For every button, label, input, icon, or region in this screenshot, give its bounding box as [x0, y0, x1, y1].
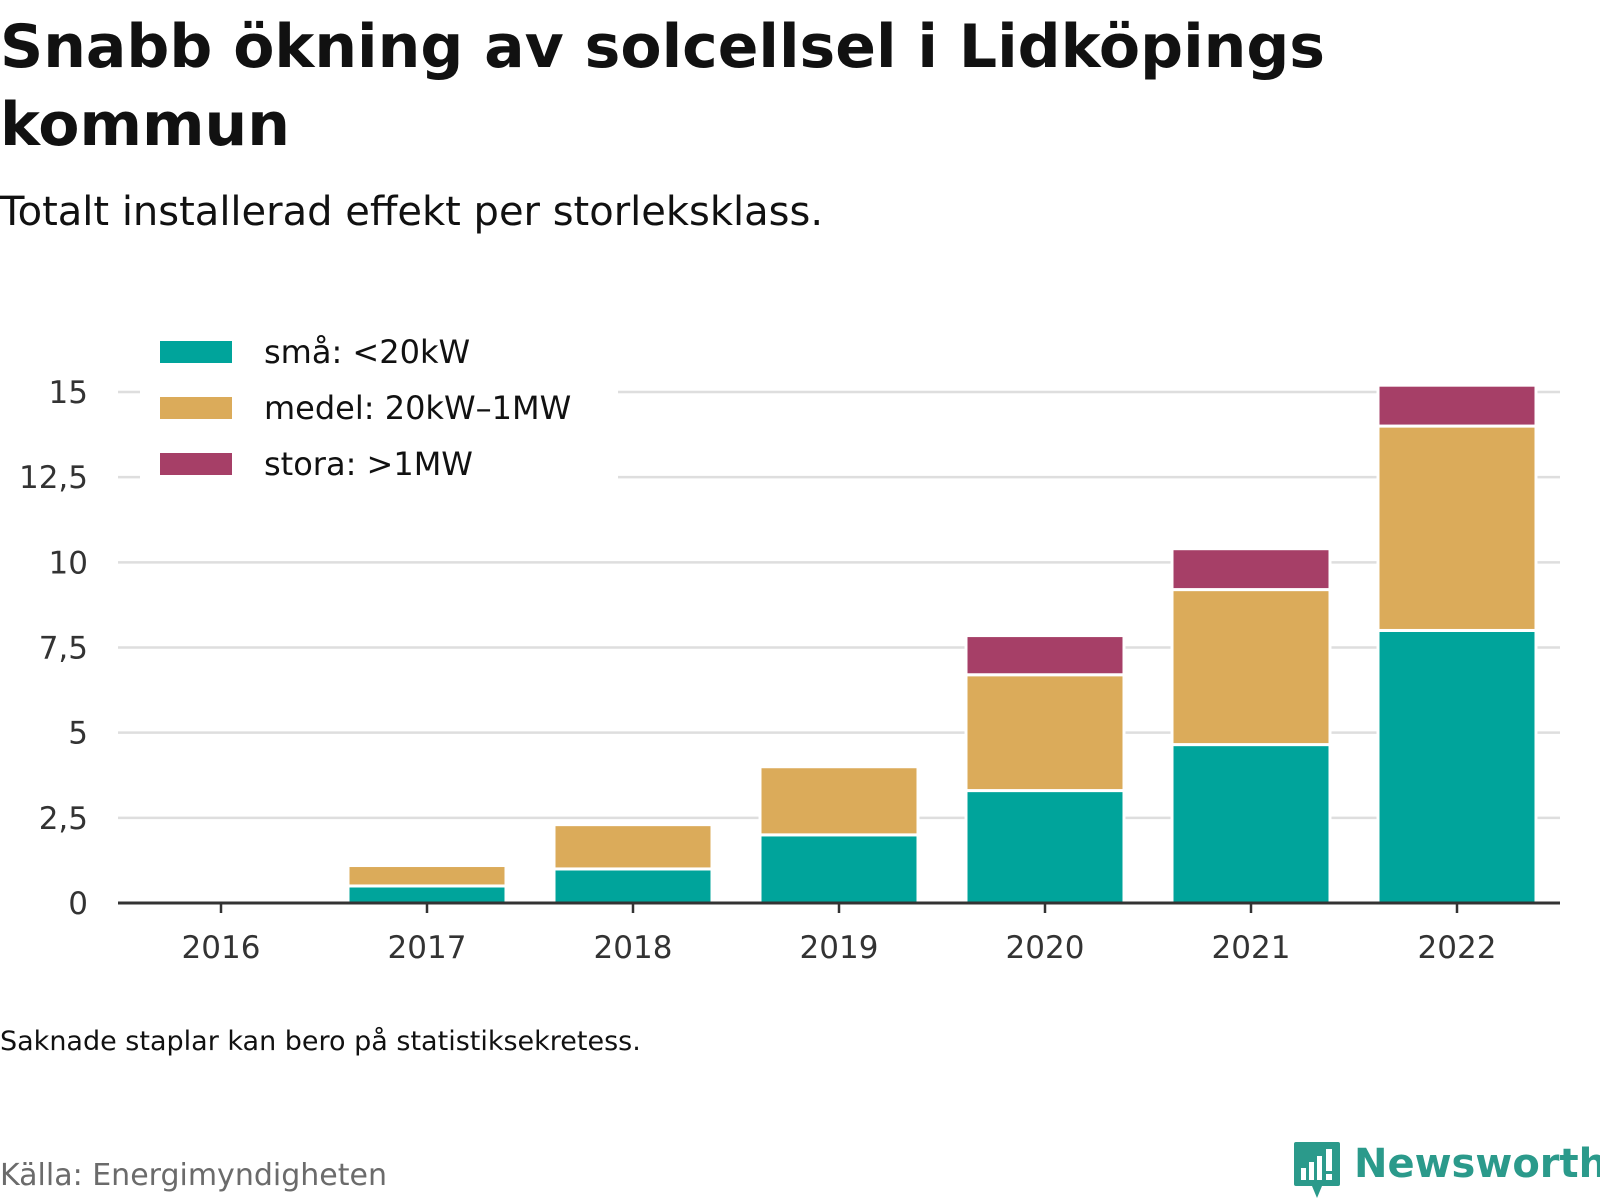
- y-tick-label: 0: [68, 886, 88, 922]
- y-tick-label: 10: [49, 545, 88, 581]
- legend-swatch: [160, 453, 232, 475]
- chart-subtitle: Totalt installerad effekt per storlekskl…: [0, 189, 824, 235]
- legend-swatch: [160, 341, 232, 363]
- footnote: Saknade staplar kan bero på statistiksek…: [0, 1026, 641, 1057]
- y-tick-label: 15: [49, 375, 88, 411]
- bar-segment: [1170, 588, 1332, 747]
- bar-segment: [346, 864, 508, 888]
- legend-swatch: [160, 397, 232, 419]
- chart-title: Snabb ökning av solcellsel i Lidköpings …: [0, 12, 1326, 160]
- brand: Newsworthy: [1292, 1140, 1600, 1200]
- bar-segment: [552, 823, 714, 871]
- source-label: Källa: Energimyndigheten: [0, 1158, 387, 1193]
- y-axis: 0 2,5 5 7,5 10 12,5 15: [19, 375, 88, 922]
- bar-segment: [1170, 547, 1332, 592]
- bar-segment: [758, 833, 920, 905]
- bar-segment: [1376, 628, 1538, 905]
- x-axis: 2016 2017 2018 2019 2020 2021 2022: [118, 901, 1560, 966]
- bar-segment: [964, 789, 1126, 905]
- bar-segment: [552, 867, 714, 905]
- bar-segment: [1376, 383, 1538, 428]
- x-tick-label: 2019: [800, 930, 879, 966]
- bar-segment: [1376, 424, 1538, 632]
- y-tick-label: 12,5: [19, 460, 88, 496]
- bar-segment: [964, 673, 1126, 793]
- bar-segment: [758, 765, 920, 837]
- stacked-bar-chart: 0 2,5 5 7,5 10 12,5 15 2016 2017 2018 2019 2020 202…: [19, 330, 1560, 966]
- x-tick-label: 2020: [1006, 930, 1085, 966]
- x-tick-label: 2022: [1418, 930, 1497, 966]
- legend-label: medel: 20kW–1MW: [264, 389, 571, 427]
- x-tick-label: 2021: [1212, 930, 1291, 966]
- y-tick-label: 2,5: [39, 801, 88, 837]
- legend: små: <20kW medel: 20kW–1MW stora: >1MW: [140, 330, 618, 505]
- x-tick-label: 2018: [594, 930, 673, 966]
- legend-label: små: <20kW: [264, 333, 470, 371]
- y-tick-label: 7,5: [39, 631, 88, 667]
- bar-segment: [346, 884, 508, 905]
- bar-segment: [964, 634, 1126, 677]
- bar-segment: [1170, 743, 1332, 905]
- bars: [346, 383, 1538, 905]
- brand-name: Newsworthy: [1354, 1141, 1600, 1187]
- x-tick-label: 2016: [182, 930, 261, 966]
- legend-label: stora: >1MW: [264, 445, 473, 483]
- y-tick-label: 5: [68, 716, 88, 752]
- newsworthy-logo-icon: [1294, 1142, 1340, 1198]
- x-tick-label: 2017: [388, 930, 467, 966]
